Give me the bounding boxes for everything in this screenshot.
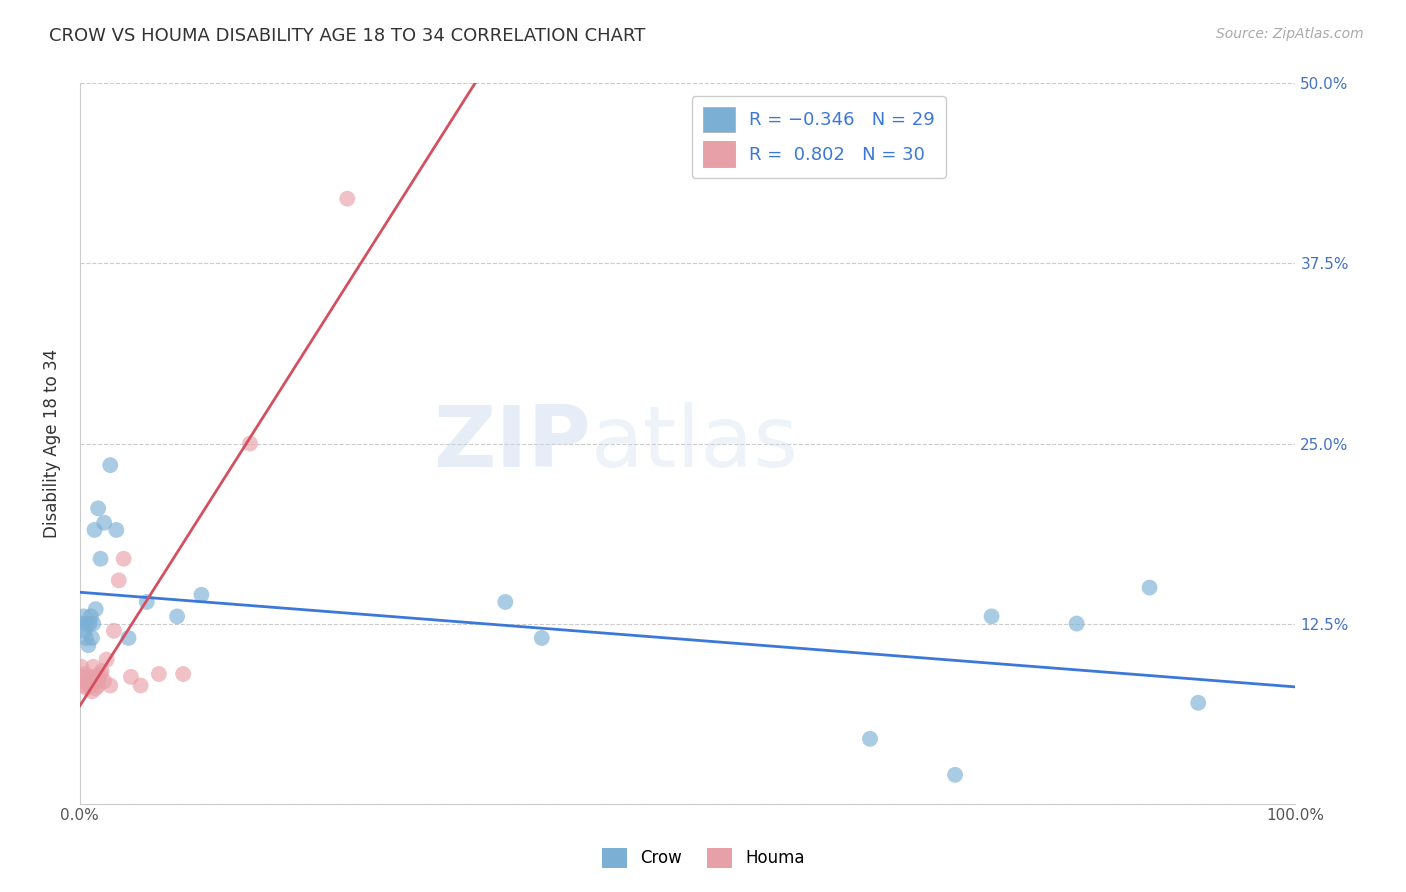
Point xyxy=(83,523,105,537)
Point xyxy=(73,624,96,638)
Point xyxy=(190,588,212,602)
Point xyxy=(80,679,103,693)
Point xyxy=(72,679,94,693)
Point xyxy=(87,501,110,516)
Point xyxy=(83,670,105,684)
Point xyxy=(112,551,135,566)
Point xyxy=(1139,581,1161,595)
Point xyxy=(89,670,111,684)
Y-axis label: Disability Age 18 to 34: Disability Age 18 to 34 xyxy=(44,349,60,538)
Point xyxy=(135,595,157,609)
Point xyxy=(80,631,103,645)
Point xyxy=(172,667,194,681)
Point xyxy=(86,674,108,689)
Point xyxy=(82,660,104,674)
Point xyxy=(120,670,142,684)
Point xyxy=(107,574,129,588)
Point xyxy=(166,609,188,624)
Point xyxy=(77,679,100,693)
Point xyxy=(72,616,94,631)
Point xyxy=(77,638,100,652)
Point xyxy=(93,516,115,530)
Text: Source: ZipAtlas.com: Source: ZipAtlas.com xyxy=(1216,27,1364,41)
Point xyxy=(336,192,359,206)
Point xyxy=(84,602,107,616)
Point xyxy=(980,609,1002,624)
Point xyxy=(72,609,94,624)
Point xyxy=(1066,616,1088,631)
Point xyxy=(90,551,112,566)
Point xyxy=(80,609,103,624)
Point xyxy=(80,684,103,698)
Point xyxy=(76,616,98,631)
Point xyxy=(75,631,97,645)
Point xyxy=(75,674,97,689)
Point xyxy=(82,616,104,631)
Point xyxy=(98,458,121,472)
Legend: R = −0.346   N = 29, R =  0.802   N = 30: R = −0.346 N = 29, R = 0.802 N = 30 xyxy=(692,96,946,178)
Point xyxy=(530,631,553,645)
Point xyxy=(84,681,107,696)
Point xyxy=(79,670,101,684)
Point xyxy=(117,631,139,645)
Text: atlas: atlas xyxy=(591,402,799,485)
Point xyxy=(105,523,128,537)
Point xyxy=(148,667,170,681)
Point xyxy=(90,667,112,681)
Point xyxy=(103,624,125,638)
Point xyxy=(87,679,110,693)
Point xyxy=(73,667,96,681)
Point xyxy=(129,679,152,693)
Point xyxy=(90,664,112,678)
Point xyxy=(93,674,115,689)
Point xyxy=(1187,696,1209,710)
Point xyxy=(96,652,118,666)
Point xyxy=(72,670,94,684)
Text: CROW VS HOUMA DISABILITY AGE 18 TO 34 CORRELATION CHART: CROW VS HOUMA DISABILITY AGE 18 TO 34 CO… xyxy=(49,27,645,45)
Point xyxy=(239,436,262,450)
Point xyxy=(70,660,93,674)
Point xyxy=(859,731,882,746)
Legend: Crow, Houma: Crow, Houma xyxy=(595,841,811,875)
Point xyxy=(98,679,121,693)
Point xyxy=(76,681,98,696)
Text: ZIP: ZIP xyxy=(433,402,591,485)
Point xyxy=(943,768,966,782)
Point xyxy=(494,595,516,609)
Point xyxy=(79,616,101,631)
